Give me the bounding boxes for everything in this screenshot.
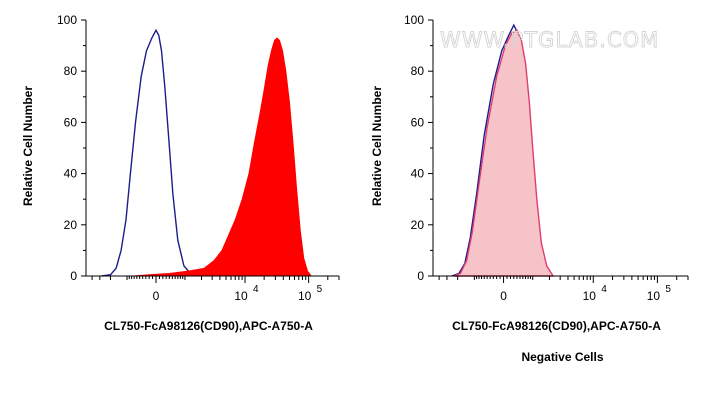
y-tick-label: 40 (64, 167, 78, 181)
y-tick-label: 40 (411, 167, 425, 181)
y-tick-label: 20 (411, 218, 425, 232)
y-tick-label: 80 (64, 64, 78, 78)
y-tick-label: 0 (70, 269, 77, 283)
panel-caption: Negative Cells (521, 350, 603, 364)
x-tick-label: 10 (647, 289, 661, 303)
y-tick-label: 20 (64, 218, 78, 232)
x-tick-label: 10 (234, 289, 248, 303)
y-tick-label: 60 (411, 115, 425, 129)
series-control-line (101, 28, 199, 277)
histogram-panel-negative: 0 20 40 60 80 100 0 10 4 10 5 Relative Cell Number C… (370, 13, 689, 364)
x-tick-exponent: 5 (665, 284, 671, 295)
x-axis-title: CL750-FcA98126(CD90),APC-A750-A (452, 319, 661, 333)
watermark-text: WWW.PTGLAB.COM (440, 28, 659, 52)
histogram-panel-cd90: 0 20 40 60 80 100 0 10 4 10 5 Relative Cell Number C… (21, 13, 340, 333)
y-tick-label: 100 (57, 13, 77, 27)
x-tick-label: 0 (500, 289, 507, 303)
series-sample-area (453, 29, 555, 277)
x-tick-label: 10 (298, 289, 312, 303)
y-axis-title: Relative Cell Number (21, 86, 35, 206)
x-tick-exponent: 4 (253, 284, 259, 295)
y-tick-label: 0 (417, 269, 424, 283)
x-tick-label: 10 (583, 289, 597, 303)
y-axis-title: Relative Cell Number (370, 86, 384, 206)
y-tick-label: 80 (411, 64, 425, 78)
x-tick-exponent: 5 (317, 284, 323, 295)
x-tick-exponent: 4 (601, 284, 607, 295)
x-tick-label: 0 (153, 289, 160, 303)
x-axis-title: CL750-FcA98126(CD90),APC-A750-A (104, 319, 313, 333)
y-tick-label: 60 (64, 115, 78, 129)
y-tick-label: 100 (404, 13, 424, 27)
series-stained-area (131, 37, 313, 277)
